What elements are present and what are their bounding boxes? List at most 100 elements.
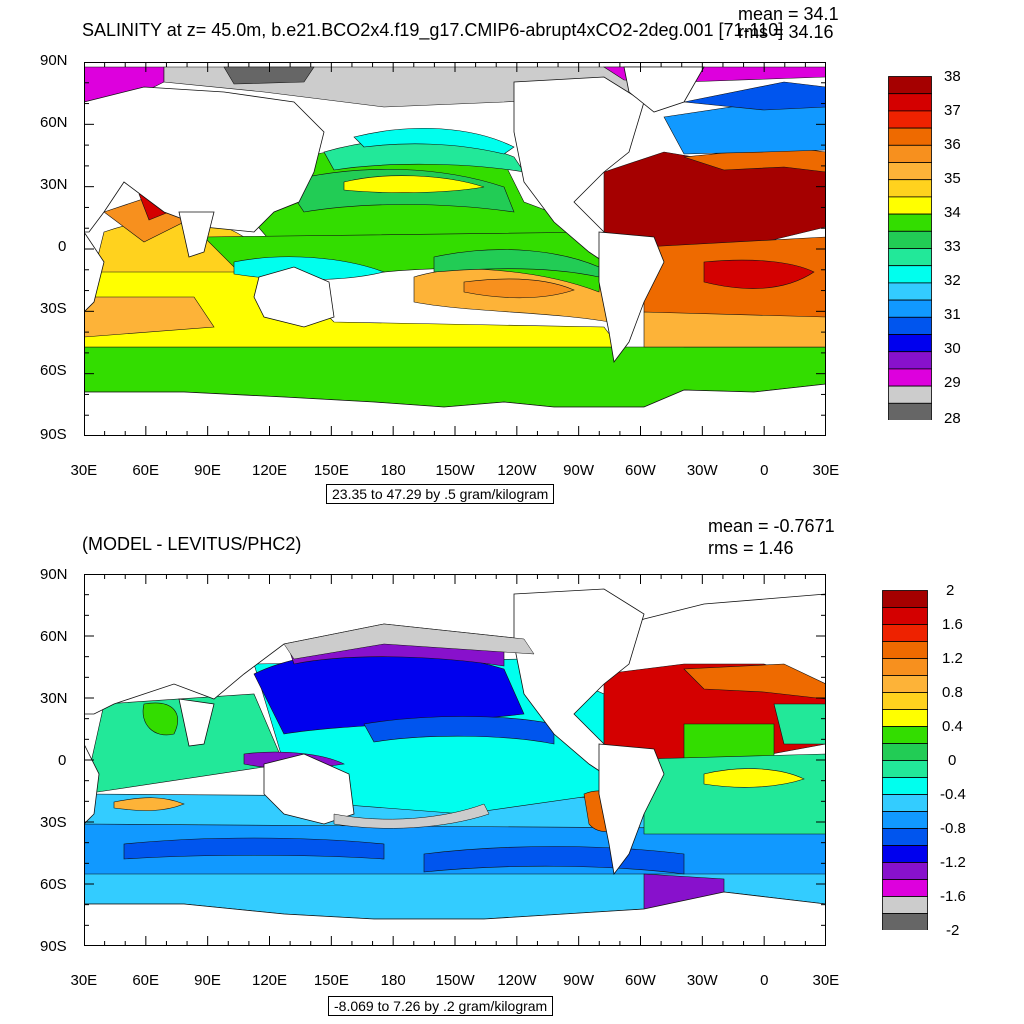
colorbar-swatch (888, 144, 932, 163)
panel1-lon-label: 120W (497, 462, 537, 479)
panel1-colorbar-label: 29 (944, 374, 961, 391)
colorbar-swatch (882, 624, 928, 642)
panel2-colorbar-label: -1.6 (940, 888, 966, 905)
panel2-mean: mean = -0.7671 (708, 516, 835, 536)
panel1-colorbar-label: 38 (944, 68, 961, 85)
panel2-colorbar-label: 1.2 (942, 650, 963, 667)
panel1-lon-label: 30E (812, 462, 840, 479)
panel2-gray-shelf (283, 623, 535, 829)
panel1-title: SALINITY at z= 45.0m, b.e21.BCO2x4.f19_g… (82, 20, 784, 40)
colorbar-swatch (882, 675, 928, 693)
panel2-lat-label: 30S (40, 814, 67, 831)
panel1-lon-label: 180 (380, 462, 406, 479)
panel1-lon-label: 0 (760, 462, 769, 479)
panel2-colorbar-label: 2 (946, 582, 955, 599)
colorbar-swatch (882, 794, 928, 812)
colorbar-swatch (882, 760, 928, 778)
colorbar-swatch (882, 607, 928, 625)
panel1-colorbar-label: 32 (944, 272, 961, 289)
panel2-lon-label: 180 (380, 972, 406, 989)
colorbar-swatch (882, 692, 928, 710)
panel2-lat-label: 60S (40, 876, 67, 893)
panel2-colorbar-label: 0.4 (942, 718, 963, 735)
colorbar-swatch (888, 316, 932, 335)
panel1-lat-label: 60N (40, 114, 68, 131)
colorbar-swatch (882, 658, 928, 676)
panel1-lon-label: 150E (313, 462, 349, 479)
panel2-title: (MODEL - LEVITUS/PHC2) (82, 534, 302, 554)
colorbar-swatch (888, 402, 932, 420)
colorbar-swatch (888, 196, 932, 215)
panel1-lat-label: 90S (40, 426, 67, 443)
panel2-colorbar (882, 590, 928, 930)
colorbar-swatch (882, 845, 928, 863)
colorbar-swatch (888, 179, 932, 198)
panel2-lon-label: 120E (252, 972, 288, 989)
panel2-colorbar-label: -2 (946, 922, 960, 939)
panel1-lon-label: 30W (686, 462, 718, 479)
panel2-colorbar-label: 1.6 (942, 616, 963, 633)
colorbar-swatch (882, 743, 928, 761)
colorbar-swatch (888, 230, 932, 249)
panel1-lon-label: 120E (252, 462, 288, 479)
panel2-lon-label: 30E (812, 972, 840, 989)
panel1-mean: mean = 34.1 (738, 4, 839, 24)
panel1-colorbar-label: 35 (944, 170, 961, 187)
panel1-colorbar-label: 30 (944, 340, 961, 357)
panel1-lon-label: 90W (563, 462, 594, 479)
colorbar-swatch (882, 777, 928, 795)
panel1-lat-label: 60S (40, 362, 67, 379)
panel2-lon-label: 90W (563, 972, 594, 989)
panel1-rms: rms = 34.16 (738, 22, 834, 42)
panel1-colorbar-label: 31 (944, 306, 961, 323)
panel2-lon-label: 150E (313, 972, 349, 989)
panel2-lon-label: 120W (497, 972, 537, 989)
panel2-lat-label: 30N (40, 690, 68, 707)
colorbar-swatch (888, 265, 932, 284)
panel2-colorbar-label: 0.8 (942, 684, 963, 701)
panel1-colorbar (888, 76, 932, 420)
panel2-lon-label: 60E (132, 972, 160, 989)
panel2-rms: rms = 1.46 (708, 538, 794, 558)
panel1-colorbar-label: 34 (944, 204, 961, 221)
panel2-lon-label: 150W (435, 972, 475, 989)
panel2-lat-label: 90N (40, 566, 68, 583)
panel1-lat-label: 0 (58, 238, 67, 255)
panel2-caption: -8.069 to 7.26 by .2 gram/kilogram (328, 996, 554, 1016)
panel1-colorbar-label: 37 (944, 102, 961, 119)
colorbar-swatch (882, 862, 928, 880)
colorbar-swatch (882, 726, 928, 744)
colorbar-swatch (888, 93, 932, 112)
colorbar-swatch (882, 641, 928, 659)
colorbar-swatch (888, 368, 932, 387)
colorbar-swatch (888, 127, 932, 146)
panel1-colorbar-label: 33 (944, 238, 961, 255)
panel2-difference-map (84, 574, 826, 946)
panel2-colorbar-label: -0.4 (940, 786, 966, 803)
panel1-colorbar-label: 28 (944, 410, 961, 427)
colorbar-swatch (888, 213, 932, 232)
panel2-lon-label: 90E (194, 972, 221, 989)
panel2-lon-label: 30E (70, 972, 98, 989)
panel2-lat-label: 0 (58, 752, 67, 769)
colorbar-swatch (882, 896, 928, 914)
panel2-lat-label: 90S (40, 938, 67, 955)
panel2-lat-label: 60N (40, 628, 68, 645)
panel1-salinity-map (84, 62, 826, 436)
colorbar-swatch (888, 162, 932, 181)
colorbar-swatch (882, 811, 928, 829)
panel1-colorbar-label: 36 (944, 136, 961, 153)
colorbar-swatch (882, 879, 928, 897)
colorbar-swatch (888, 282, 932, 301)
colorbar-swatch (888, 334, 932, 353)
colorbar-swatch (882, 590, 928, 608)
panel2-colorbar-label: -1.2 (940, 854, 966, 871)
colorbar-swatch (888, 76, 932, 95)
panel1-land (84, 66, 826, 436)
panel1-lon-label: 150W (435, 462, 475, 479)
panel1-lat-label: 30S (40, 300, 67, 317)
colorbar-swatch (888, 385, 932, 404)
colorbar-swatch (888, 248, 932, 267)
panel1-lon-label: 60W (625, 462, 656, 479)
colorbar-swatch (888, 110, 932, 129)
